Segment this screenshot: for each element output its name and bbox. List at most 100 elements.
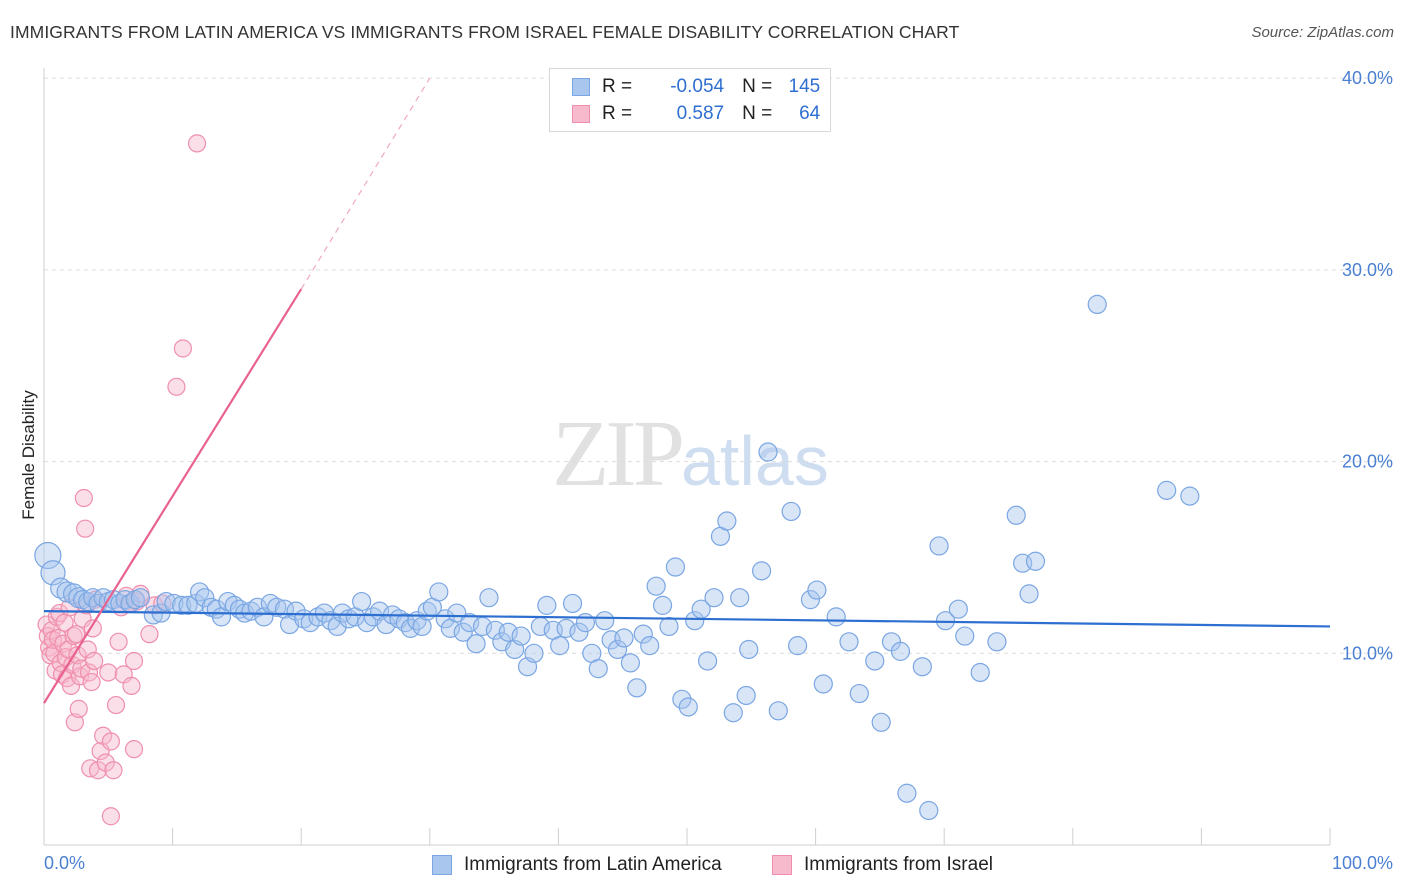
latin-america-point [537,595,557,615]
latin-america-point [659,616,679,637]
israel-point [99,663,118,682]
israel-point [187,134,207,153]
watermark-zip: ZIP [552,402,685,506]
latin-america-point [652,595,673,615]
latin-america-point [1180,486,1200,506]
latin-america-point [685,611,705,631]
latin-america-point [633,624,653,644]
israel-point [65,713,84,732]
israel-point [70,667,90,686]
israel-point [101,807,120,826]
latin-america-point [736,685,756,706]
latin-america-point [627,678,647,698]
latin-america-point [511,626,531,646]
latin-america-point [412,616,432,637]
latin-america-point [130,588,151,608]
israel-trend-line [43,288,303,704]
latin-america-point [948,599,968,619]
israel-point [37,615,56,634]
israel-point [124,651,144,671]
latin-america-point [897,783,917,803]
latin-america-point [987,632,1007,652]
watermark: ZIPatlas [552,400,829,508]
latin-america-point [286,601,306,621]
israel-point [74,488,93,508]
israel-point [78,640,97,659]
legend-n-label: N = [742,103,773,124]
legend-n-value: 64 [799,103,821,124]
latin-america-point [352,591,372,612]
latin-america-point [929,536,949,556]
latin-america-point [807,580,827,600]
bottom-legend-swatch-blue [432,855,452,875]
tick-labels: 10.0% 20.0% 30.0% 40.0% 0.0% 100.0% [44,68,1393,873]
latin-america-point [267,597,287,617]
legend-swatch-pink [572,105,590,123]
legend: R = -0.054 N = 145 R = 0.587 N = 64 [549,68,831,132]
latin-america-point [556,618,576,638]
latin-america-point [614,628,634,648]
israel-point [85,651,104,671]
latin-america-point [800,590,821,610]
chart-source: Source: ZipAtlas.com [1251,24,1394,41]
latin-america-point [569,622,589,642]
latin-america-point [672,689,692,709]
latin-america-point [195,588,215,608]
israel-point [104,761,123,780]
israel-point [140,625,159,644]
grid-lines [44,77,1392,654]
latin-america-point [435,609,455,629]
latin-america-point [730,588,750,608]
y-tick-label: 30.0% [1342,260,1393,280]
latin-america-point [723,703,743,723]
latin-america-point [919,800,939,821]
latin-america-point [479,588,499,608]
latin-america-point [156,591,176,612]
latin-america-point [678,697,698,717]
bottom-legend-swatch-pink [772,855,792,875]
latin-america-point [1157,480,1177,500]
latin-america-points [34,294,1200,821]
israel-point [67,625,86,644]
latin-america-point [739,639,759,660]
israel-point [122,676,141,695]
latin-america-point [849,683,869,704]
latin-america-point [143,605,163,625]
latin-america-point [595,611,615,631]
watermark-atlas: atlas [681,422,829,500]
latin-america-point [955,626,975,646]
israel-point [50,603,69,623]
latin-america-point [429,582,449,602]
israel-point [76,519,95,538]
latin-america-point [620,653,641,673]
latin-america-point [460,613,480,633]
israel-point [124,740,144,759]
latin-america-point [704,588,724,608]
latin-america-point [550,636,570,656]
y-tick-label: 10.0% [1342,643,1393,663]
latin-america-point [751,561,772,581]
latin-america-point [865,651,885,671]
latin-america-point [453,622,473,642]
israel-point [49,628,68,648]
latin-america-point [826,607,846,627]
legend-r-value: 0.587 [676,103,725,124]
latin-america-point [472,616,493,637]
israel-point [96,753,115,772]
israel-point [54,634,73,653]
latin-america-point [466,634,486,654]
legend-r-label: R = [602,103,633,124]
legend-r-value: -0.054 [670,76,725,97]
axes [43,68,1331,846]
latin-america-point [839,632,859,652]
israel-points [37,134,207,826]
israel-point [64,626,83,646]
latin-america-point [115,590,135,610]
israel-point [68,646,87,665]
latin-america-point [190,582,210,602]
israel-point [88,761,108,780]
latin-america-point [607,639,628,660]
latin-america-point [562,593,583,614]
legend-n-label: N = [742,76,773,97]
latin-america-point [890,641,911,661]
